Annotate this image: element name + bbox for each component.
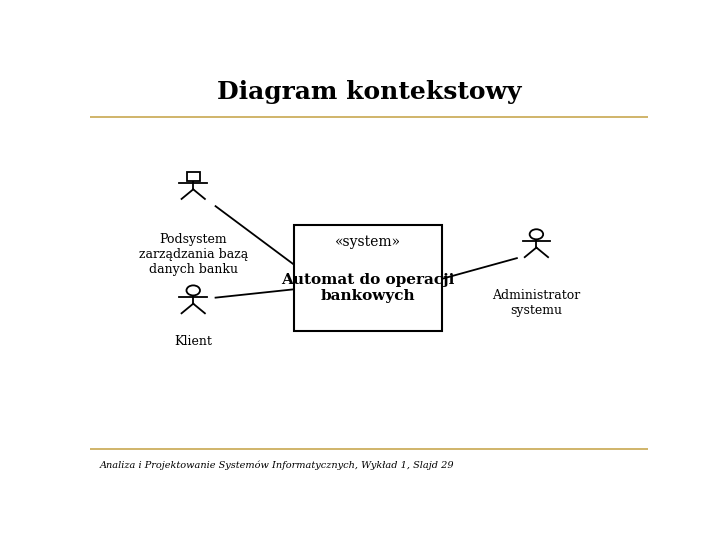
Bar [294,225,441,331]
Text: Klient: Klient [174,335,212,348]
Ellipse shape [186,285,200,295]
Text: Podsystem
zarządzania bazą
danych banku: Podsystem zarządzania bazą danych banku [139,233,248,276]
Text: Diagram kontekstowy: Diagram kontekstowy [217,80,521,104]
Text: Analiza i Projektowanie Systemów Informatycznych, Wykład 1, Slajd 29: Analiza i Projektowanie Systemów Informa… [100,460,454,470]
Bar [186,172,199,181]
Text: «system»: «system» [335,234,400,248]
Ellipse shape [530,230,543,239]
Text: Administrator
systemu: Administrator systemu [492,289,580,318]
Text: Automat do operacji
bankowych: Automat do operacji bankowych [281,273,454,303]
